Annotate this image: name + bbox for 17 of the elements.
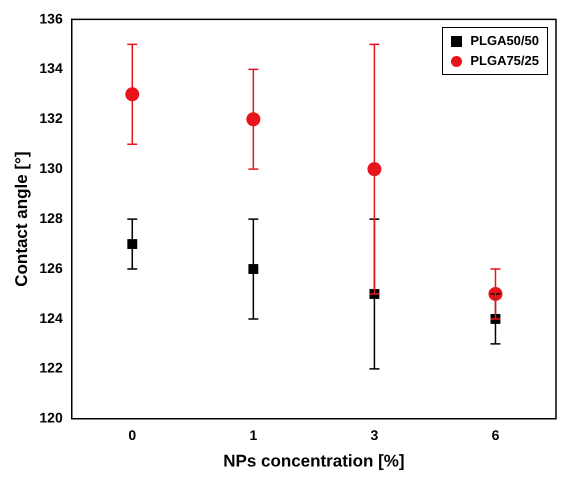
x-tick-label: 1	[249, 427, 258, 444]
x-axis-title: NPs concentration [%]	[223, 451, 405, 470]
y-tick-label: 122	[39, 360, 63, 376]
y-tick-label: 132	[39, 110, 63, 126]
y-tick-label: 126	[39, 260, 63, 276]
y-tick-label: 136	[39, 10, 63, 26]
legend-label: PLGA50/50	[470, 32, 539, 50]
y-tick-label: 124	[39, 310, 63, 326]
y-tick-label: 130	[39, 160, 63, 176]
y-tick-label: 134	[39, 60, 63, 76]
legend-label: PLGA75/25	[470, 52, 539, 70]
y-tick-label: 128	[39, 210, 63, 226]
x-tick-label: 6	[492, 427, 500, 444]
x-tick-label: 3	[370, 427, 379, 444]
y-tick-label: 120	[39, 410, 63, 426]
x-tick-label: 0	[128, 427, 136, 444]
y-axis-title: Contact angle [°]	[12, 151, 31, 287]
